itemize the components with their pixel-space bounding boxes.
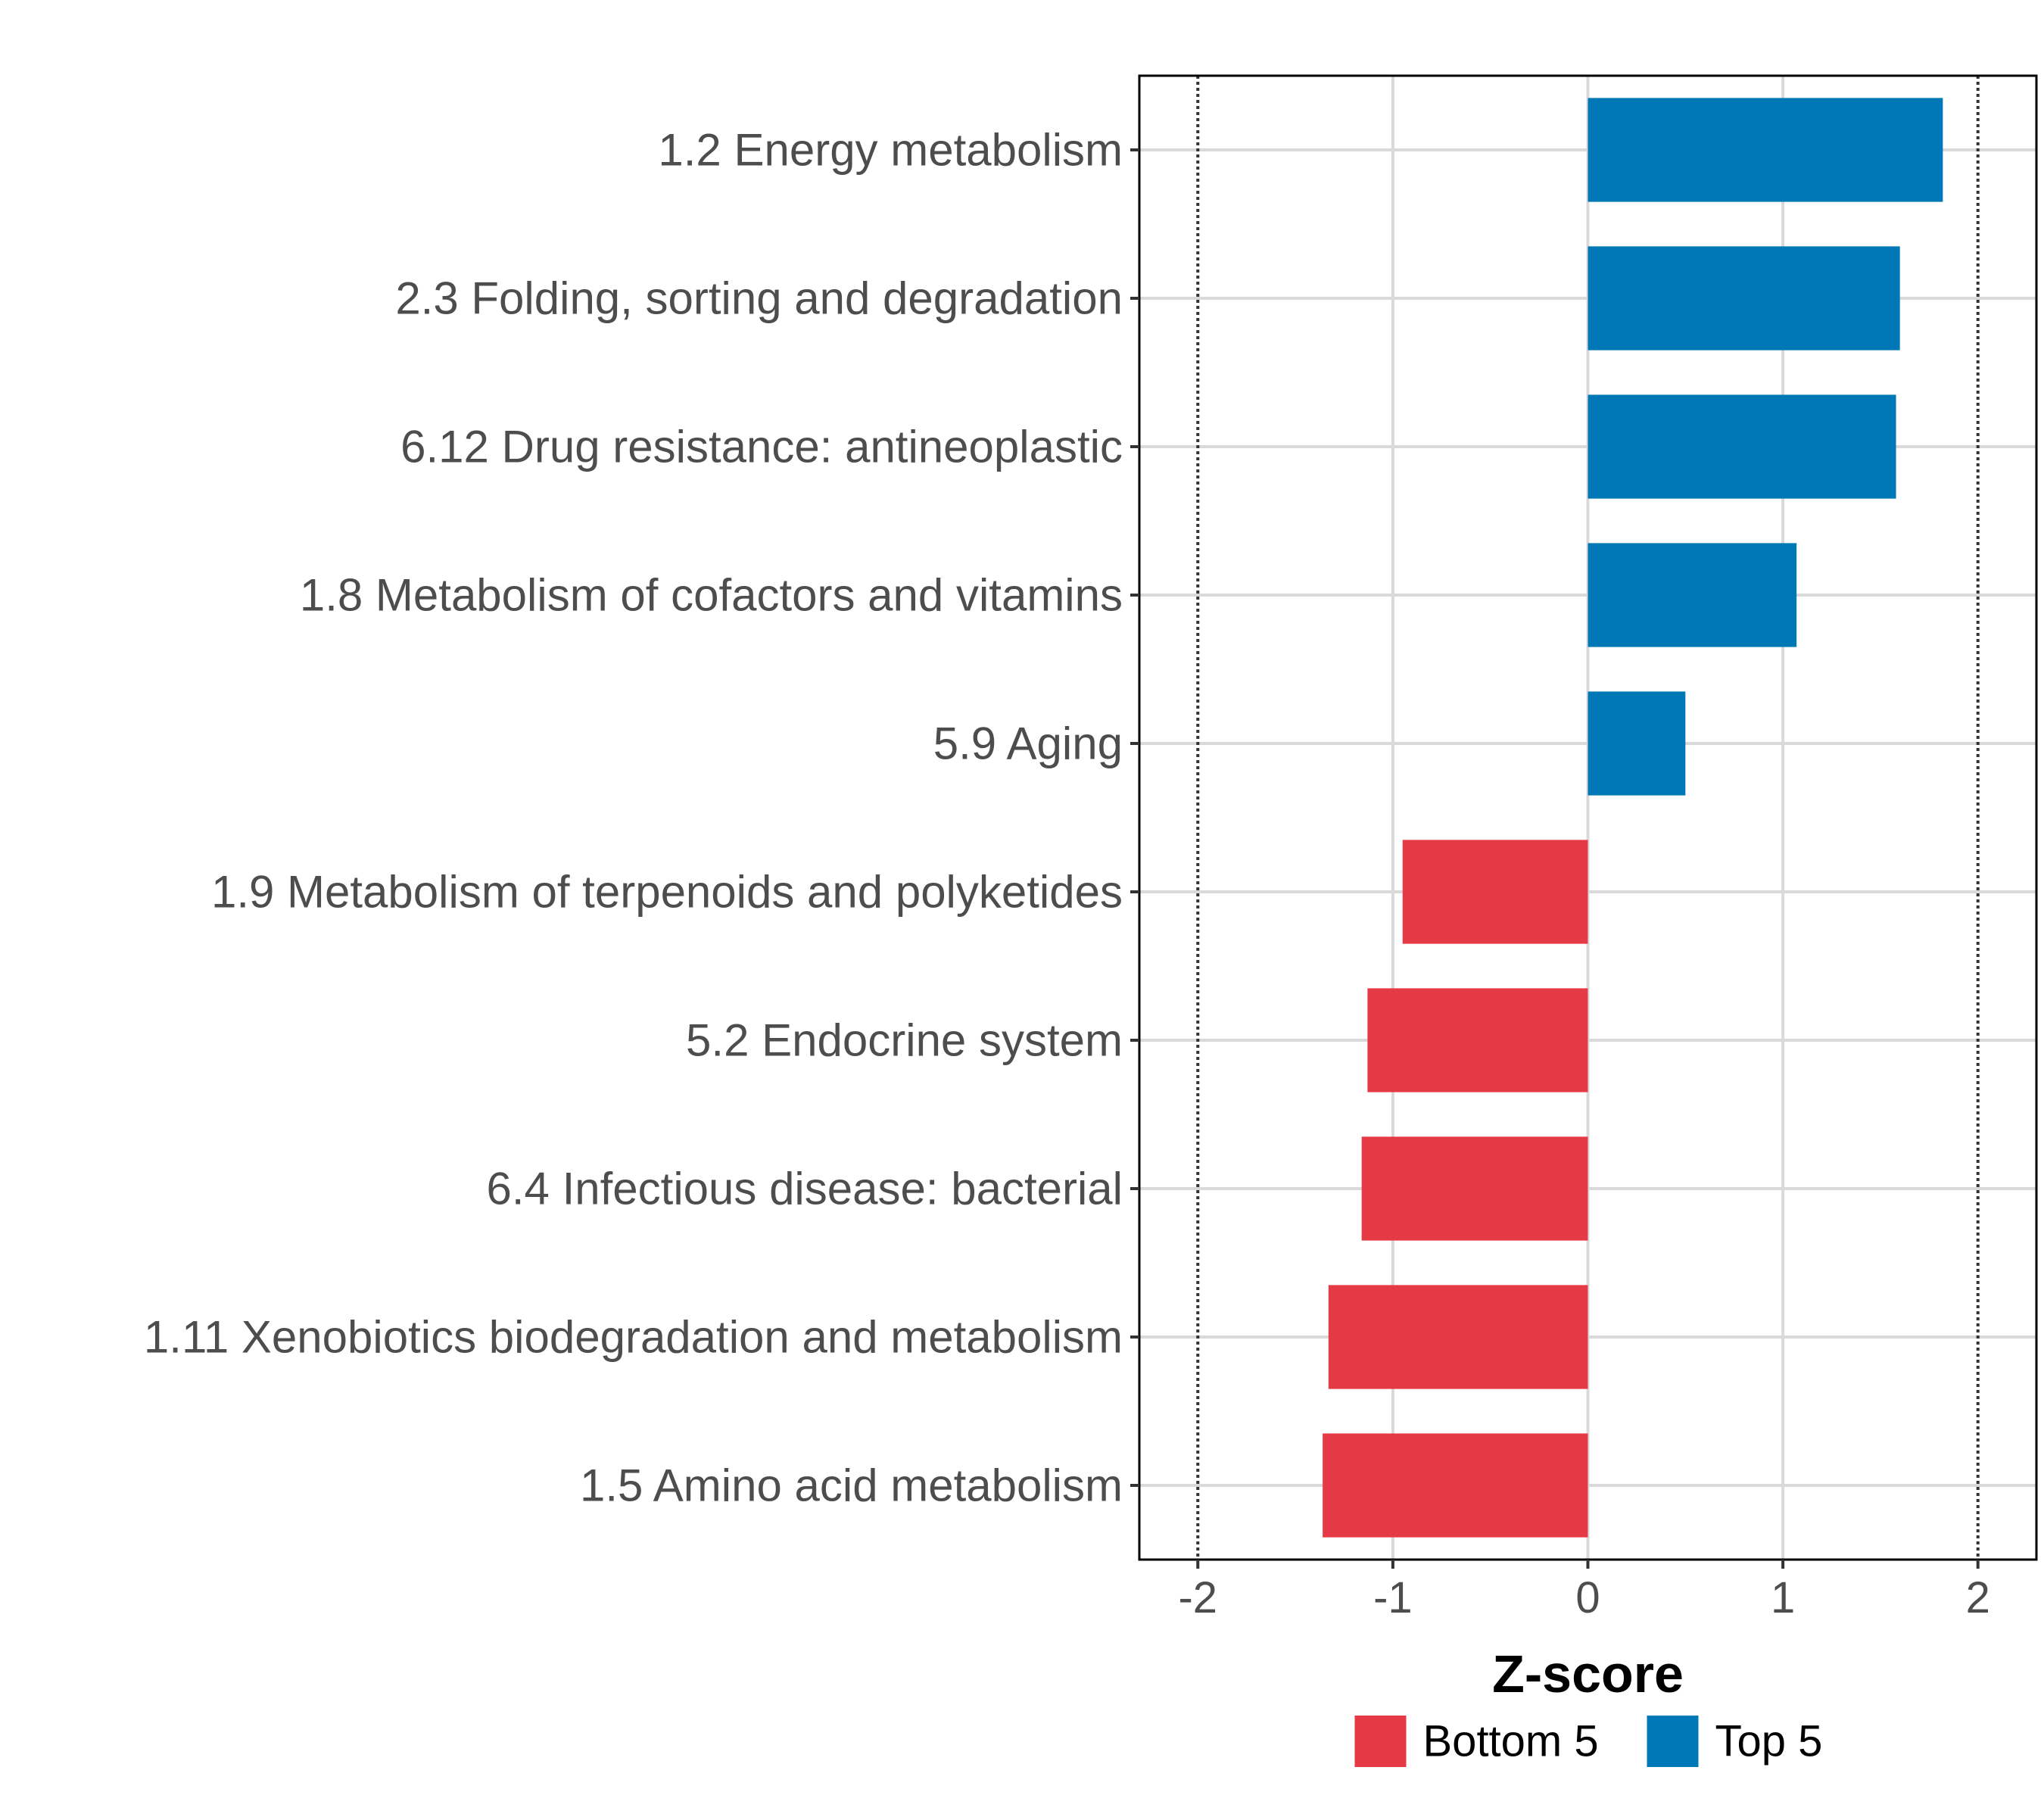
category-label-4: 1.8 Metabolism of cofactors and vitamins xyxy=(300,570,1123,621)
category-label-8: 6.4 Infectious disease: bacterial xyxy=(487,1164,1123,1214)
bar-1 xyxy=(1588,98,1943,202)
x-tick-label: 1 xyxy=(1771,1573,1795,1622)
category-label-10: 1.5 Amino acid metabolism xyxy=(580,1460,1123,1511)
x-tick-label: 2 xyxy=(1966,1573,1990,1622)
category-label-2: 2.3 Folding, sorting and degradation xyxy=(395,273,1123,324)
bar-10 xyxy=(1323,1433,1588,1538)
legend: Bottom 5 Top 5 xyxy=(1354,1716,1823,1767)
bar-6 xyxy=(1402,840,1588,944)
bar-8 xyxy=(1361,1136,1588,1241)
x-tick-label: -1 xyxy=(1373,1573,1413,1622)
x-tick-label: -2 xyxy=(1178,1573,1217,1622)
y-axis: 1.2 Energy metabolism 2.3 Folding, sortin… xyxy=(144,125,1139,1511)
x-tick-label: 0 xyxy=(1575,1573,1600,1622)
bar-7 xyxy=(1367,988,1588,1092)
legend-label: Top 5 xyxy=(1715,1717,1823,1766)
category-label-6: 1.9 Metabolism of terpenoids and polyket… xyxy=(211,867,1123,918)
category-label-7: 5.2 Endocrine system xyxy=(686,1015,1123,1066)
legend-swatch-top-5 xyxy=(1647,1716,1699,1767)
category-label-9: 1.11 Xenobiotics biodegradation and meta… xyxy=(144,1312,1123,1363)
bar-5 xyxy=(1588,691,1686,796)
bars-layer xyxy=(1323,98,1943,1538)
bar-3 xyxy=(1588,394,1896,499)
category-label-1: 1.2 Energy metabolism xyxy=(658,125,1123,176)
legend-swatch-bottom-5 xyxy=(1354,1716,1407,1767)
bar-2 xyxy=(1588,246,1900,351)
category-label-5: 5.9 Aging xyxy=(933,718,1123,769)
x-axis-title: Z-score xyxy=(1492,1644,1684,1703)
legend-label: Bottom 5 xyxy=(1423,1717,1599,1766)
bar-4 xyxy=(1588,543,1797,647)
reference-lines-layer xyxy=(1196,76,1980,1560)
bar-9 xyxy=(1328,1285,1588,1389)
x-axis: -2 -1 0 1 2 xyxy=(1178,1560,1990,1622)
category-label-3: 6.12 Drug resistance: antineoplastic xyxy=(400,422,1123,472)
